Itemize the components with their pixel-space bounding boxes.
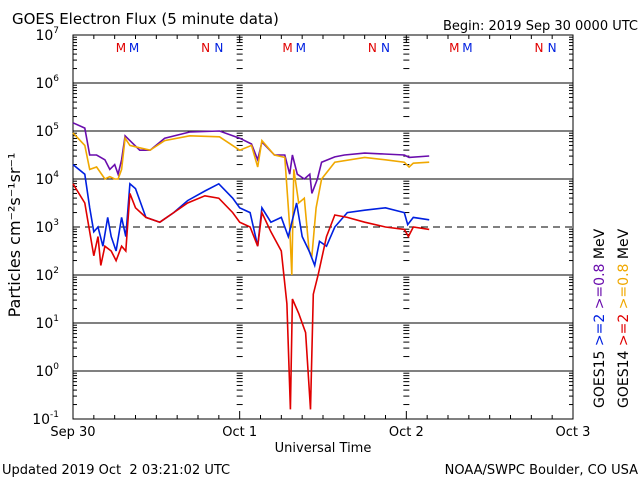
- legend-entry: GOES15 >=2 >=0.8 MeV: [592, 228, 608, 408]
- series-line: [72, 183, 430, 410]
- satellite-marker: M: [282, 41, 292, 55]
- y-tick-label: 104: [35, 170, 59, 188]
- satellite-marker: N: [534, 41, 543, 55]
- satellite-marker: N: [381, 41, 390, 55]
- y-tick-label: 101: [35, 314, 59, 332]
- satellite-marker: M: [296, 41, 306, 55]
- footer-credit: NOAA/SWPC Boulder, CO USA: [445, 463, 638, 478]
- y-tick-label: 103: [35, 218, 59, 236]
- satellite-marker: N: [548, 41, 557, 55]
- series-line: [72, 132, 430, 276]
- begin-time: Begin: 2019 Sep 30 0000 UTC: [443, 19, 638, 34]
- y-tick-label: 107: [35, 26, 59, 44]
- satellite-marker: N: [214, 41, 223, 55]
- series-line: [72, 163, 430, 269]
- satellite-marker: M: [462, 41, 472, 55]
- x-axis-label: Universal Time: [275, 441, 372, 456]
- y-tick-label: 102: [35, 266, 59, 284]
- y-tick-label: 106: [35, 74, 59, 92]
- series-line: [72, 122, 430, 194]
- footer-updated: Updated 2019 Oct 2 03:21:02 UTC: [2, 463, 230, 478]
- x-tick-label: Oct 2: [389, 425, 424, 440]
- y-tick-label: 105: [35, 122, 59, 140]
- y-axis-label: Particles cm⁻²s⁻¹sr⁻¹: [5, 153, 24, 318]
- y-tick-label: 10-1: [32, 410, 59, 428]
- satellite-marker: M: [116, 41, 126, 55]
- chart-title: GOES Electron Flux (5 minute data): [12, 10, 279, 28]
- satellite-marker: N: [201, 41, 210, 55]
- x-tick-label: Oct 1: [222, 425, 257, 440]
- x-tick-label: Sep 30: [50, 425, 95, 440]
- legend-entry: GOES14 >=2 >=0.8 MeV: [616, 228, 632, 408]
- satellite-marker: M: [129, 41, 139, 55]
- y-tick-label: 100: [35, 362, 59, 380]
- satellite-marker: N: [368, 41, 377, 55]
- satellite-marker: M: [449, 41, 459, 55]
- x-tick-label: Oct 3: [556, 425, 591, 440]
